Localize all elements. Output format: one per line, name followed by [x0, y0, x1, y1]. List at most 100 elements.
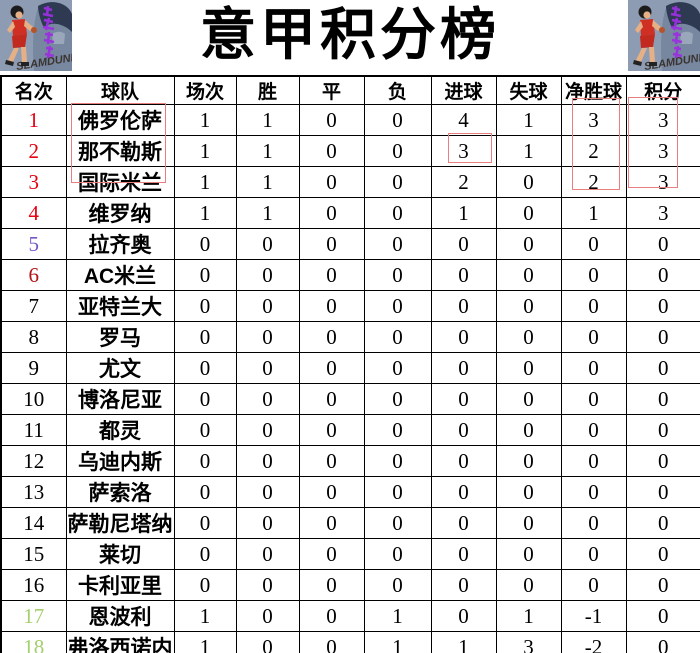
stat-cell: 0	[363, 414, 432, 446]
stat-cell: 0	[298, 414, 365, 446]
rank-cell: 5	[0, 228, 67, 260]
stat-cell: 0	[173, 383, 237, 415]
rank-cell: 6	[0, 259, 67, 291]
slam-dunk-artwork-left-image: SLAMDUNK	[0, 0, 72, 71]
stat-cell: 3	[625, 135, 700, 167]
stat-cell: 0	[363, 507, 432, 539]
stat-cell: 0	[298, 352, 365, 384]
table-row: 3 国际米兰 1 1 0 0 2 0 2 3	[0, 166, 700, 198]
stat-cell: 1	[430, 631, 497, 653]
stat-cell: 0	[235, 290, 300, 322]
stat-cell: 3	[625, 104, 700, 136]
table-row: 9 尤文 0 0 0 0 0 0 0 0	[0, 352, 700, 384]
table-row: 12 乌迪内斯 0 0 0 0 0 0 0 0	[0, 445, 700, 477]
rank-cell: 14	[0, 507, 67, 539]
stat-cell: 0	[430, 414, 497, 446]
stat-cell: 0	[495, 383, 562, 415]
column-header: 积分	[625, 75, 700, 105]
stat-cell: 0	[625, 631, 700, 653]
stat-cell: 1	[235, 104, 300, 136]
column-header: 球队	[65, 75, 175, 105]
stat-cell: 0	[235, 631, 300, 653]
stat-cell: 0	[173, 445, 237, 477]
stat-cell: 3	[495, 631, 562, 653]
rank-cell: 10	[0, 383, 67, 415]
stat-cell: 0	[363, 197, 432, 229]
table-row: 10 博洛尼亚 0 0 0 0 0 0 0 0	[0, 383, 700, 415]
stat-cell: 0	[495, 321, 562, 353]
purple-watermark	[42, 5, 55, 59]
stat-cell: 1	[363, 631, 432, 653]
stat-cell: 0	[298, 259, 365, 291]
stat-cell: 2	[560, 166, 627, 198]
table-row: 15 莱切 0 0 0 0 0 0 0 0	[0, 538, 700, 570]
stat-cell: 0	[430, 228, 497, 260]
stat-cell: 0	[560, 507, 627, 539]
stat-cell: 0	[560, 259, 627, 291]
stat-cell: 1	[235, 197, 300, 229]
rank-cell: 4	[0, 197, 67, 229]
stat-cell: 0	[173, 414, 237, 446]
stat-cell: 1	[560, 197, 627, 229]
stat-cell: 0	[430, 352, 497, 384]
team-name-cell: 萨勒尼塔纳	[65, 507, 175, 539]
team-name-cell: 恩波利	[65, 600, 175, 632]
stat-cell: 0	[363, 352, 432, 384]
stat-cell: 1	[363, 600, 432, 632]
stat-cell: 0	[173, 507, 237, 539]
team-name-cell: 维罗纳	[65, 197, 175, 229]
column-header: 平	[298, 75, 365, 105]
stat-cell: 0	[560, 383, 627, 415]
stat-cell: 0	[235, 414, 300, 446]
stat-cell: 2	[560, 135, 627, 167]
stat-cell: 0	[560, 476, 627, 508]
stat-cell: 0	[495, 290, 562, 322]
page-title: 意甲积分榜	[200, 5, 500, 67]
rank-cell: 12	[0, 445, 67, 477]
team-name-cell: 佛罗伦萨	[65, 104, 175, 136]
rank-cell: 13	[0, 476, 67, 508]
table-row: 16 卡利亚里 0 0 0 0 0 0 0 0	[0, 569, 700, 601]
stat-cell: 0	[430, 321, 497, 353]
stat-cell: 0	[430, 569, 497, 601]
stat-cell: 0	[495, 445, 562, 477]
rank-cell: 7	[0, 290, 67, 322]
table-row: 4 维罗纳 1 1 0 0 1 0 1 3	[0, 197, 700, 229]
stat-cell: 0	[560, 569, 627, 601]
stat-cell: 0	[173, 228, 237, 260]
stat-cell: 1	[495, 600, 562, 632]
rank-cell: 18	[0, 631, 67, 653]
stat-cell: 0	[235, 259, 300, 291]
stat-cell: 0	[235, 507, 300, 539]
stat-cell: 0	[495, 507, 562, 539]
table-row: 14 萨勒尼塔纳 0 0 0 0 0 0 0 0	[0, 507, 700, 539]
team-name-cell: 萨索洛	[65, 476, 175, 508]
stat-cell: 0	[173, 321, 237, 353]
team-name-cell: 卡利亚里	[65, 569, 175, 601]
stat-cell: 0	[430, 538, 497, 570]
stat-cell: 0	[235, 352, 300, 384]
stat-cell: 0	[560, 290, 627, 322]
stat-cell: 4	[430, 104, 497, 136]
stat-cell: 0	[625, 445, 700, 477]
table-row: 7 亚特兰大 0 0 0 0 0 0 0 0	[0, 290, 700, 322]
stat-cell: 0	[298, 383, 365, 415]
team-name-cell: 尤文	[65, 352, 175, 384]
stat-cell: 0	[235, 228, 300, 260]
stat-cell: 1	[173, 135, 237, 167]
stat-cell: 0	[235, 383, 300, 415]
rank-cell: 9	[0, 352, 67, 384]
stat-cell: 0	[363, 383, 432, 415]
stat-cell: 0	[625, 507, 700, 539]
header-row: 名次 球队 场次胜平负进球 失球 净胜球 积分	[0, 75, 700, 105]
stat-cell: 0	[625, 600, 700, 632]
rank-cell: 2	[0, 135, 67, 167]
team-name-cell: 都灵	[65, 414, 175, 446]
stat-cell: 1	[173, 197, 237, 229]
stat-cell: 0	[298, 569, 365, 601]
column-header: 进球	[430, 75, 497, 105]
stat-cell: 0	[363, 476, 432, 508]
stat-cell: 0	[298, 600, 365, 632]
stat-cell: 0	[298, 507, 365, 539]
team-name-cell: 罗马	[65, 321, 175, 353]
